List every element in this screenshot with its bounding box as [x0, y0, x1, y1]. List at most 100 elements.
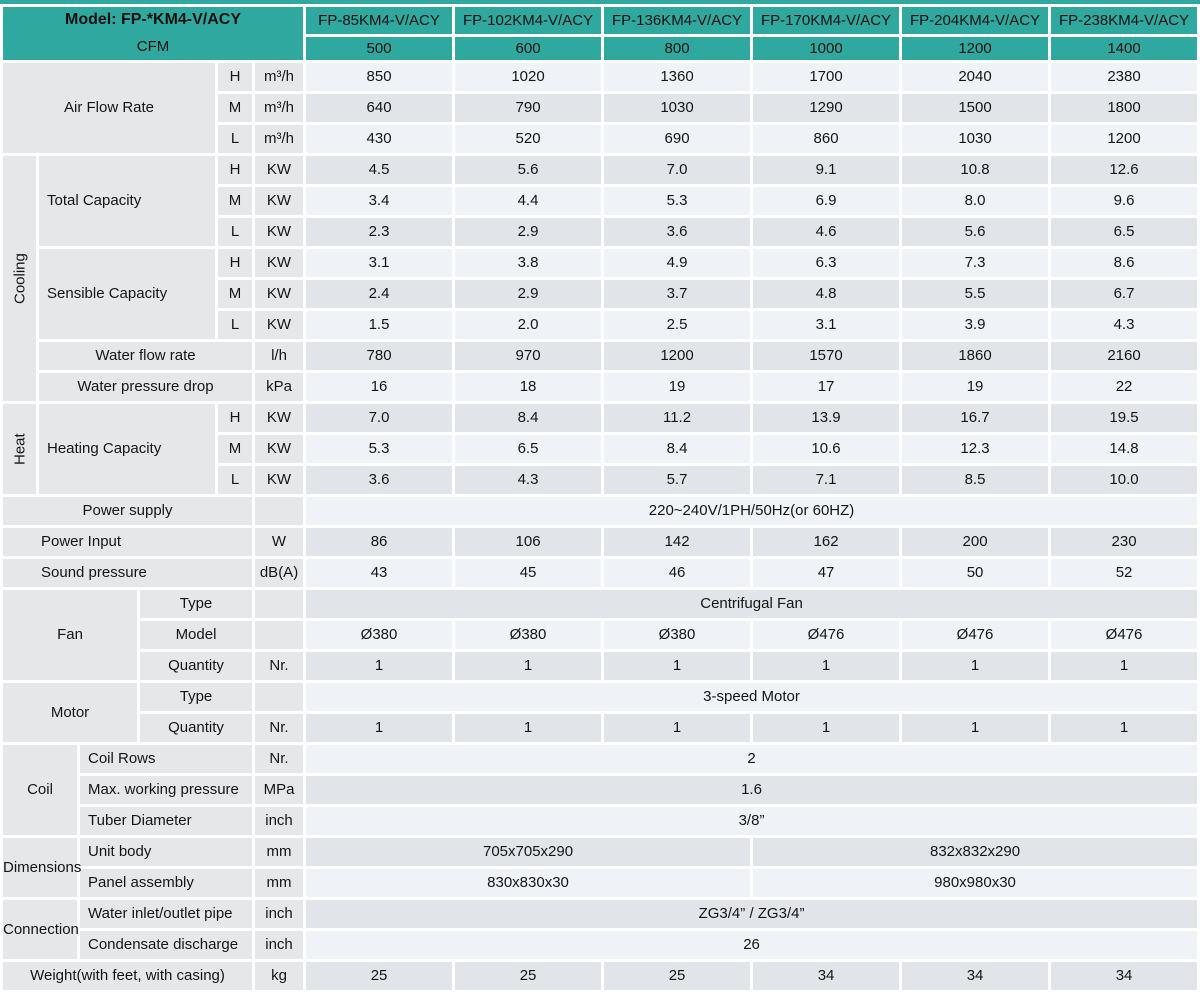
sensible-capacity-label: Sensible Capacity [36, 246, 218, 342]
water-inlet-outlet-pipe-label: Water inlet/outlet pipe [77, 897, 255, 931]
air-flow-rate-h-cell-7: 2040 [899, 60, 1052, 94]
water-pressure-drop-row: Water pressure drop kPa 16 18 19 17 19 22 [2, 370, 1200, 404]
unit-body-value-small: 705x705x290 [303, 835, 754, 869]
fan-type-value: Centrifugal Fan [303, 587, 1200, 621]
air-flow-rate-m-cell-5: 1290 [750, 91, 903, 125]
max-working-pressure-value: 1.6 [303, 773, 1200, 807]
sensible-capacity-h-cell-6: 6.3 [750, 246, 903, 280]
fan-quantity-cell-6: 1 [899, 649, 1052, 683]
heating-capacity-h-row: Heat Heating Capacity H KW 7.0 8.4 11.2 13.9 16.… [1, 401, 1200, 497]
total-capacity-l-cell-7: 6.5 [1048, 215, 1200, 249]
heating-capacity-h-cell-4: 7.0 [303, 401, 456, 435]
weight-cell-7: 34 [1048, 959, 1200, 993]
model-cfm-header: Model: FP-*KM4-V/ACY CFM [0, 4, 307, 63]
total-capacity-m-cell-4: 5.3 [601, 184, 754, 218]
spec-table: Model: FP-*KM4-V/ACY CFM FP-85KM4-V/ACY FP-… [0, 4, 1200, 993]
power-supply-value: 220~240V/1PH/50Hz(or 60HZ) [303, 494, 1200, 528]
sensible-capacity-m-cell-1: KW [251, 277, 307, 311]
heating-capacity-m-cell-4: 8.4 [601, 432, 754, 466]
water-flow-rate-cell-2: 780 [303, 339, 456, 373]
weight-cell-3: 25 [452, 959, 605, 993]
sound-pressure-cell-5: 47 [750, 556, 903, 590]
model-title: Model: FP-*KM4-V/ACY [65, 11, 242, 29]
cfm-value-2: 600 [452, 34, 605, 63]
tuber-diameter-label: Tuber Diameter [77, 804, 255, 838]
sensible-capacity-m-cell-5: 4.8 [750, 277, 903, 311]
panel-assembly-value-large: 980x980x30 [750, 866, 1200, 900]
motor-type-cell-2 [251, 680, 307, 714]
max-working-pressure-cell-1: MPa [251, 773, 307, 807]
max-working-pressure-row: Max. working pressure MPa 1.6 [2, 773, 1200, 807]
weight-cell-5: 34 [750, 959, 903, 993]
water-flow-rate-cell-7: 2160 [1048, 339, 1200, 373]
tuber-diameter-row: Tuber Diameter inch 3/8” [2, 804, 1200, 838]
sensible-capacity-l-row: L KW 1.5 2.0 2.5 3.1 3.9 4.3 [2, 308, 1200, 342]
total-capacity-m-cell-3: 4.4 [452, 184, 605, 218]
total-capacity-l-row: L KW 2.3 2.9 3.6 4.6 5.6 6.5 [2, 215, 1200, 249]
heating-capacity-l-cell-6: 8.5 [899, 463, 1052, 497]
air-flow-rate-m-cell-7: 1800 [1048, 91, 1200, 125]
sensible-capacity-h-cell-7: 7.3 [899, 246, 1052, 280]
sound-pressure-cell-3: 45 [452, 556, 605, 590]
coil-rows-row: Coil Coil Rows Nr. 2 [0, 742, 1200, 838]
total-capacity-m-cell-7: 9.6 [1048, 184, 1200, 218]
dimensions-group-label: Dimensions [0, 835, 81, 900]
motor-type-value: 3-speed Motor [303, 680, 1200, 714]
total-capacity-m-cell-1: KW [251, 184, 307, 218]
cooling-group-label: Cooling [1, 154, 38, 403]
sensible-capacity-l-cell-3: 2.0 [452, 308, 605, 342]
motor-quantity-cell-4: 1 [601, 711, 754, 745]
heating-capacity-l-row: L KW 3.6 4.3 5.7 7.1 8.5 10.0 [2, 463, 1200, 497]
water-flow-rate-cell-5: 1570 [750, 339, 903, 373]
fan-model-cell-7: Ø476 [1048, 618, 1200, 652]
sensible-capacity-h-cell-1: H [215, 246, 255, 280]
water-pressure-drop-cell-1: kPa [251, 370, 307, 404]
total-capacity-h-cell-2: H [215, 153, 255, 187]
fan-model-cell-1 [251, 618, 307, 652]
total-capacity-h-row: Cooling Total Capacity H KW 4.5 5.6 7.0 9.1 10.8… [1, 153, 1200, 403]
fan-model-cell-2: Ø380 [303, 618, 456, 652]
air-flow-rate-l-cell-4: 690 [601, 122, 754, 156]
sound-pressure-cell-7: 52 [1048, 556, 1200, 590]
sensible-capacity-l-cell-6: 3.9 [899, 308, 1052, 342]
condensate-discharge-cell-1: inch [251, 928, 307, 962]
col-header-fp204: FP-204KM4-V/ACY [899, 4, 1052, 37]
total-capacity-m-cell-5: 6.9 [750, 184, 903, 218]
cfm-value-5: 1200 [899, 34, 1052, 63]
fan-quantity-cell-2: 1 [303, 649, 456, 683]
fan-model-cell-3: Ø380 [452, 618, 605, 652]
heating-capacity-m-cell-6: 12.3 [899, 432, 1052, 466]
heating-capacity-m-cell-3: 6.5 [452, 432, 605, 466]
heating-capacity-m-cell-1: KW [251, 432, 307, 466]
power-input-cell-2: 86 [303, 525, 456, 559]
total-capacity-h-cell-4: 4.5 [303, 153, 456, 187]
heating-capacity-h-cell-6: 11.2 [601, 401, 754, 435]
spec-table-body: Model: FP-*KM4-V/ACY CFM FP-85KM4-V/ACY FP-… [0, 4, 1200, 993]
air-flow-rate-h-cell-5: 1360 [601, 60, 754, 94]
power-input-row: Power Input W 86 106 142 162 200 230 [0, 525, 1200, 559]
weight-cell-1: kg [251, 959, 307, 993]
water-flow-rate-cell-4: 1200 [601, 339, 754, 373]
heating-capacity-m-row: M KW 5.3 6.5 8.4 10.6 12.3 14.8 [2, 432, 1200, 466]
water-inlet-outlet-pipe-row: Connection Water inlet/outlet pipe inch ZG3… [0, 897, 1200, 962]
weight-label: Weight(with feet, with casing) [0, 959, 255, 993]
water-pressure-drop-cell-5: 17 [750, 370, 903, 404]
power-input-cell-4: 142 [601, 525, 754, 559]
sensible-capacity-l-cell-5: 3.1 [750, 308, 903, 342]
total-capacity-l-cell-6: 5.6 [899, 215, 1052, 249]
heating-capacity-m-cell-7: 14.8 [1048, 432, 1200, 466]
air-flow-rate-h-cell-3: 850 [303, 60, 456, 94]
header-models-row: Model: FP-*KM4-V/ACY CFM FP-85KM4-V/ACY FP-… [0, 4, 1200, 63]
tuber-diameter-value: 3/8” [303, 804, 1200, 838]
sound-pressure-cell-6: 50 [899, 556, 1052, 590]
total-capacity-h-cell-9: 12.6 [1048, 153, 1200, 187]
weight-cell-4: 25 [601, 959, 754, 993]
total-capacity-h-cell-7: 9.1 [750, 153, 903, 187]
power-input-cell-1: W [251, 525, 307, 559]
power-input-cell-7: 230 [1048, 525, 1200, 559]
total-capacity-m-cell-0: M [215, 184, 255, 218]
water-pressure-drop-cell-4: 19 [601, 370, 754, 404]
sensible-capacity-m-cell-4: 3.7 [601, 277, 754, 311]
sensible-capacity-l-cell-7: 4.3 [1048, 308, 1200, 342]
